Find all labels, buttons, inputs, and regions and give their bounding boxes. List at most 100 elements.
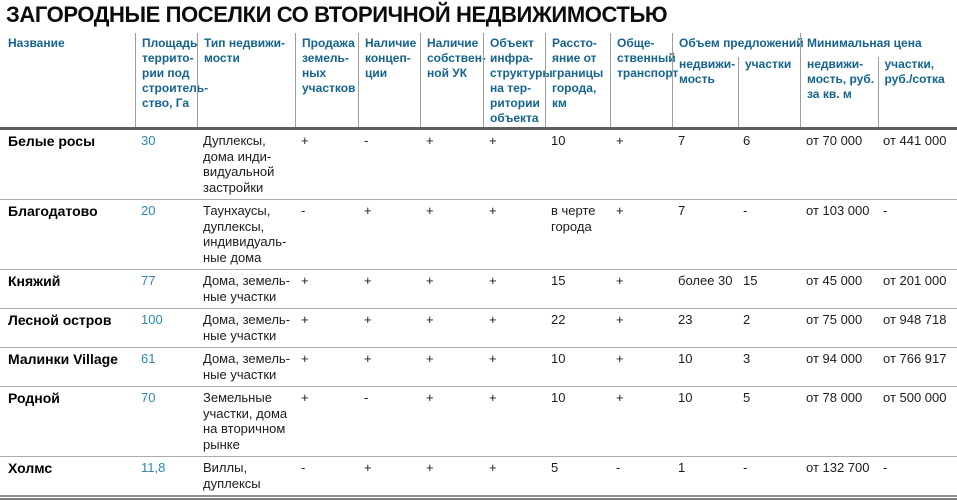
cell-distance: 10 (545, 348, 610, 386)
cell-price-plots: от 766 917 (877, 348, 957, 386)
table-row: Лесной остров 100 Дома, земель- ные учас… (0, 309, 957, 348)
col-group-min-price: Минимальная цена недвижи- мость, руб. за… (800, 33, 957, 127)
col-header-land-sale: Продажа земель- ных участков (295, 33, 358, 127)
table-row: Княжий 77 Дома, земель- ные участки + + … (0, 270, 957, 309)
cell-concept: + (358, 309, 420, 347)
cell-village-name: Белые росы (0, 130, 135, 199)
col-header-distance: Рассто- яние от границы города, км (545, 33, 610, 127)
cell-infrastructure: + (483, 348, 545, 386)
cell-realty-type: Дома, земель- ные участки (197, 348, 295, 386)
cell-transport: + (610, 200, 672, 269)
cell-village-name: Холмс (0, 457, 135, 495)
cell-land-sale: + (295, 270, 358, 308)
cell-mgmt-company: + (420, 270, 483, 308)
table-row: Родной 70 Земельные участки, дома на вто… (0, 387, 957, 457)
cell-price-plots: - (877, 200, 957, 269)
table-row: Белые росы 30 Дуплексы, дома инди- видуа… (0, 130, 957, 200)
cell-price-plots: - (877, 457, 957, 495)
cell-infrastructure: + (483, 200, 545, 269)
cell-offers-realty: 7 (672, 200, 737, 269)
cell-infrastructure: + (483, 130, 545, 199)
cell-price-plots: от 441 000 (877, 130, 957, 199)
cell-infrastructure: + (483, 309, 545, 347)
cell-offers-realty: 1 (672, 457, 737, 495)
cell-area: 70 (135, 387, 197, 456)
cell-mgmt-company: + (420, 387, 483, 456)
cell-village-name: Родной (0, 387, 135, 456)
cell-distance: 22 (545, 309, 610, 347)
cell-price-realty: от 45 000 (800, 270, 877, 308)
cell-transport: + (610, 348, 672, 386)
cell-village-name: Лесной остров (0, 309, 135, 347)
cell-offers-plots: 3 (737, 348, 800, 386)
cell-offers-plots: 2 (737, 309, 800, 347)
cell-transport: + (610, 130, 672, 199)
cell-infrastructure: + (483, 270, 545, 308)
cell-concept: - (358, 130, 420, 199)
cell-offers-realty: 23 (672, 309, 737, 347)
cell-village-name: Малинки Village (0, 348, 135, 386)
cell-realty-type: Дома, земель- ные участки (197, 270, 295, 308)
cell-price-realty: от 132 700 (800, 457, 877, 495)
cell-offers-plots: 6 (737, 130, 800, 199)
cell-concept: + (358, 457, 420, 495)
col-header-offers-realty: недвижи- мость (673, 57, 738, 127)
cell-transport: + (610, 387, 672, 456)
cell-distance: 5 (545, 457, 610, 495)
cell-offers-realty: более 30 (672, 270, 737, 308)
cell-realty-type: Дома, земель- ные участки (197, 309, 295, 347)
cell-realty-type: Виллы, дуплексы (197, 457, 295, 495)
bottom-rule (0, 495, 957, 500)
cell-land-sale: - (295, 200, 358, 269)
cell-area: 11,8 (135, 457, 197, 495)
cell-offers-plots: - (737, 457, 800, 495)
cell-offers-realty: 10 (672, 348, 737, 386)
cell-mgmt-company: + (420, 348, 483, 386)
cell-price-realty: от 103 000 (800, 200, 877, 269)
cell-village-name: Благодатово (0, 200, 135, 269)
table-row: Холмс 11,8 Виллы, дуплексы - + + + 5 - 1… (0, 457, 957, 495)
cell-price-plots: от 948 718 (877, 309, 957, 347)
col-header-offers-plots: участки (738, 57, 800, 127)
col-header-price-realty: недвижи- мость, руб. за кв. м (801, 57, 878, 127)
cell-price-realty: от 70 000 (800, 130, 877, 199)
cell-area: 20 (135, 200, 197, 269)
cell-offers-realty: 10 (672, 387, 737, 456)
col-header-mgmt-company: Наличие собствен- ной УК (420, 33, 483, 127)
col-header-concept: Наличие концеп- ции (358, 33, 420, 127)
cell-infrastructure: + (483, 457, 545, 495)
cell-village-name: Княжий (0, 270, 135, 308)
cell-offers-plots: 15 (737, 270, 800, 308)
cell-infrastructure: + (483, 387, 545, 456)
cell-mgmt-company: + (420, 457, 483, 495)
table-body: Белые росы 30 Дуплексы, дома инди- видуа… (0, 130, 957, 495)
cell-concept: + (358, 348, 420, 386)
cell-offers-plots: - (737, 200, 800, 269)
col-header-type: Тип недвижи- мости (197, 33, 295, 127)
col-header-area: Площадь террито- рии под строитель- ство… (135, 33, 197, 127)
cell-realty-type: Таунхаусы, дуплексы, индивидуаль- ные до… (197, 200, 295, 269)
cell-realty-type: Земельные участки, дома на вторичном рын… (197, 387, 295, 456)
cell-transport: + (610, 309, 672, 347)
col-group-min-price-label: Минимальная цена (801, 33, 957, 52)
cell-distance: в черте города (545, 200, 610, 269)
cell-concept: + (358, 200, 420, 269)
cell-area: 30 (135, 130, 197, 199)
cell-offers-plots: 5 (737, 387, 800, 456)
real-estate-table: Название Площадь террито- рии под строит… (0, 33, 957, 495)
cell-area: 77 (135, 270, 197, 308)
cell-land-sale: - (295, 457, 358, 495)
col-header-price-plots: участки, руб./сотка (878, 57, 957, 127)
cell-area: 100 (135, 309, 197, 347)
col-group-offers-label: Объем предложений (673, 33, 800, 52)
col-group-offers: Объем предложений недвижи- мость участки (672, 33, 800, 127)
cell-price-realty: от 78 000 (800, 387, 877, 456)
cell-concept: - (358, 387, 420, 456)
cell-price-plots: от 201 000 (877, 270, 957, 308)
table-row: Благодатово 20 Таунхаусы, дуплексы, инди… (0, 200, 957, 270)
cell-concept: + (358, 270, 420, 308)
cell-distance: 10 (545, 130, 610, 199)
col-header-transport: Обще- ственный транспорт (610, 33, 672, 127)
cell-distance: 15 (545, 270, 610, 308)
col-header-name: Название (0, 33, 135, 127)
